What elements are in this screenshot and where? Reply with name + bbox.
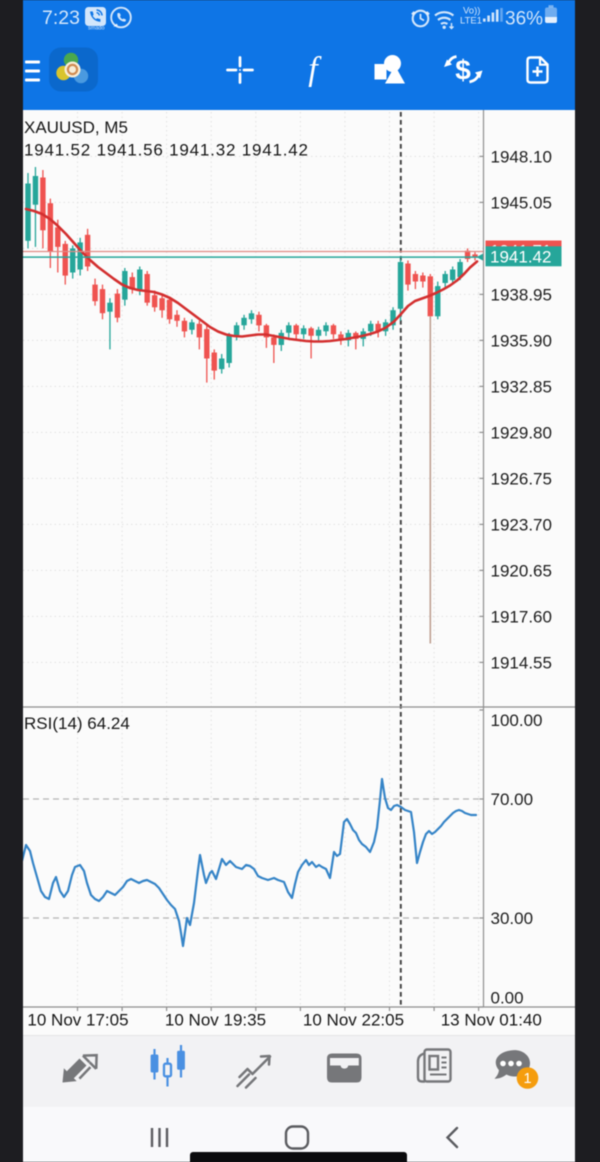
svg-text:1932.85: 1932.85 <box>491 378 552 397</box>
svg-text:10 Nov 22:05: 10 Nov 22:05 <box>303 1011 404 1030</box>
svg-text:70.00: 70.00 <box>491 790 534 809</box>
svg-text:30.00: 30.00 <box>491 909 534 928</box>
svg-text:1920.65: 1920.65 <box>491 562 552 581</box>
svg-text:0.00: 0.00 <box>491 989 524 1008</box>
svg-text:1914.55: 1914.55 <box>491 654 552 673</box>
svg-text:1935.90: 1935.90 <box>491 332 552 351</box>
svg-text:10 Nov 17:05: 10 Nov 17:05 <box>27 1011 128 1030</box>
svg-text:1941.42: 1941.42 <box>490 247 551 266</box>
svg-text:1: 1 <box>523 1071 531 1087</box>
svg-text:13 Nov 01:40: 13 Nov 01:40 <box>441 1011 542 1030</box>
svg-text:1941.52 1941.56 1941.32 1941.4: 1941.52 1941.56 1941.32 1941.42 <box>24 141 309 160</box>
svg-text:1929.80: 1929.80 <box>491 424 552 443</box>
svg-text:1923.70: 1923.70 <box>491 516 552 535</box>
svg-text:XAUUSD, M5: XAUUSD, M5 <box>24 118 128 137</box>
svg-text:100.00: 100.00 <box>491 711 543 730</box>
svg-text:Vo)): Vo)) <box>463 6 480 17</box>
svg-text:1917.60: 1917.60 <box>491 608 552 627</box>
svg-text:$: $ <box>455 55 471 86</box>
svg-text:36%: 36% <box>505 9 543 30</box>
svg-text:1926.75: 1926.75 <box>491 470 552 489</box>
svg-text:smado: smado <box>88 26 105 32</box>
svg-text:1948.10: 1948.10 <box>491 148 552 167</box>
svg-text:10 Nov 19:35: 10 Nov 19:35 <box>165 1011 266 1030</box>
svg-text:RSI(14) 64.24: RSI(14) 64.24 <box>24 714 130 733</box>
svg-text:7:23: 7:23 <box>42 7 80 29</box>
svg-text:LTE1: LTE1 <box>460 16 482 27</box>
svg-text:1938.95: 1938.95 <box>491 286 552 305</box>
svg-text:1945.05: 1945.05 <box>491 194 552 213</box>
